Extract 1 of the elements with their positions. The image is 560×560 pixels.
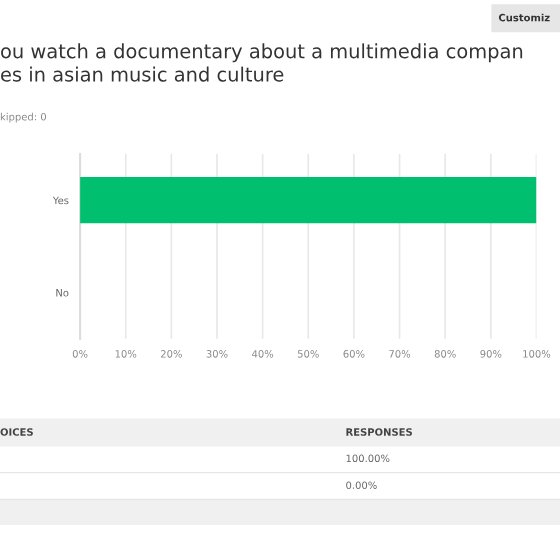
chart-title: ou watch a documentary about a multimedia compan es in asian music and culture xyxy=(1,43,523,82)
